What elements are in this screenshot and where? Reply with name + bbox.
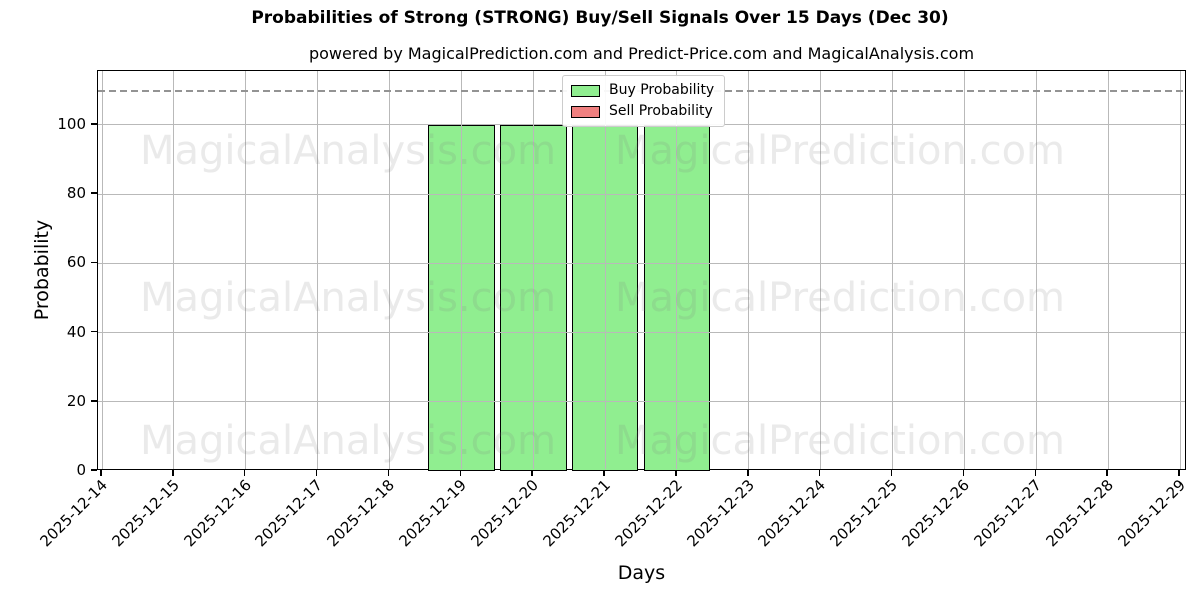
- horizontal-gridline: [98, 193, 1185, 195]
- x-tick-label: 2025-12-26: [898, 476, 974, 551]
- x-tick-mark: [315, 470, 318, 476]
- x-tick-mark: [172, 470, 174, 476]
- chart-subtitle: powered by MagicalPrediction.com and Pre…: [308, 44, 975, 63]
- x-tick-mark: [603, 470, 605, 476]
- x-tick-mark: [387, 470, 390, 476]
- x-tick-mark: [100, 470, 102, 476]
- vertical-gridline: [317, 71, 319, 469]
- legend-item-sell: Sell Probability: [571, 103, 714, 120]
- y-tick-label: 80: [66, 184, 86, 203]
- y-tick-mark: [91, 400, 97, 402]
- x-tick-mark: [1034, 470, 1037, 476]
- y-tick-mark: [91, 261, 97, 264]
- vertical-gridline: [388, 71, 390, 469]
- vertical-gridline: [748, 71, 750, 469]
- chart-title: Probabilities of Strong (STRONG) Buy/Sel…: [251, 8, 949, 28]
- x-tick-label: 2025-12-20: [467, 476, 542, 551]
- vertical-gridline: [1107, 71, 1109, 469]
- vertical-gridline: [101, 71, 103, 469]
- vertical-gridline: [963, 71, 965, 469]
- y-axis-title: Probability: [31, 219, 53, 321]
- x-tick-label: 2025-12-16: [180, 476, 255, 551]
- vertical-gridline: [1179, 71, 1181, 469]
- vertical-gridline: [1035, 71, 1037, 469]
- x-tick-label: 2025-12-24: [755, 476, 830, 551]
- vertical-gridline: [173, 71, 175, 469]
- x-tick-label: 2025-12-19: [395, 476, 471, 551]
- vertical-gridline: [820, 71, 822, 469]
- vertical-gridline: [892, 71, 894, 469]
- legend-label-buy: Buy Probability: [609, 82, 715, 98]
- y-tick-mark: [91, 123, 97, 125]
- y-tick-label: 20: [66, 391, 86, 410]
- x-tick-label: 2025-12-27: [970, 476, 1045, 551]
- x-tick-label: 2025-12-14: [36, 476, 111, 551]
- watermark-right: MagicalPrediction.com: [615, 275, 1065, 321]
- y-tick-mark: [91, 330, 97, 333]
- x-tick-mark: [1106, 470, 1108, 476]
- x-tick-label: 2025-12-29: [1114, 476, 1189, 551]
- y-tick-label: 100: [57, 114, 86, 133]
- vertical-gridline: [532, 71, 534, 469]
- x-tick-label: 2025-12-17: [251, 476, 327, 551]
- x-axis-title: Days: [617, 562, 666, 584]
- x-tick-label: 2025-12-21: [539, 476, 614, 551]
- x-tick-label: 2025-12-22: [611, 476, 686, 551]
- y-tick-mark: [91, 192, 97, 194]
- x-tick-mark: [675, 470, 677, 476]
- watermark-left: MagicalAnalysis.com: [139, 418, 557, 464]
- vertical-gridline: [676, 71, 678, 469]
- horizontal-gridline: [98, 401, 1185, 403]
- x-tick-mark: [459, 470, 462, 476]
- y-tick-label: 0: [76, 461, 86, 479]
- x-tick-mark: [890, 470, 893, 476]
- x-tick-label: 2025-12-15: [108, 476, 183, 551]
- y-tick-mark: [91, 469, 97, 471]
- watermark-left: MagicalAnalysis.com: [139, 128, 557, 174]
- y-tick-label: 40: [66, 322, 86, 341]
- vertical-gridline: [604, 71, 606, 469]
- x-tick-label: 2025-12-18: [323, 476, 399, 551]
- sell-probability-swatch-icon: [571, 105, 600, 118]
- vertical-gridline: [460, 71, 462, 469]
- x-tick-label: 2025-12-28: [1042, 476, 1117, 551]
- y-tick-label: 60: [66, 253, 86, 272]
- watermark-left: MagicalAnalysis.com: [139, 275, 557, 321]
- x-tick-mark: [243, 470, 246, 476]
- plot-area: MagicalAnalysis.com MagicalPrediction.com…: [97, 70, 1186, 471]
- x-tick-mark: [1178, 470, 1180, 476]
- buy-probability-swatch-icon: [571, 84, 600, 97]
- horizontal-gridline: [98, 332, 1185, 334]
- legend-label-sell: Sell Probability: [609, 103, 713, 119]
- x-tick-mark: [747, 470, 749, 476]
- watermark-layer: MagicalAnalysis.com MagicalPrediction.com…: [98, 71, 1185, 469]
- x-tick-mark: [962, 470, 965, 476]
- legend-item-buy: Buy Probability: [571, 82, 714, 99]
- x-tick-label: 2025-12-25: [826, 476, 902, 551]
- watermark-right: MagicalPrediction.com: [615, 128, 1065, 174]
- x-tick-mark: [818, 470, 821, 476]
- x-tick-label: 2025-12-23: [683, 476, 758, 551]
- x-tick-mark: [531, 470, 533, 476]
- vertical-gridline: [245, 71, 247, 469]
- watermark-right: MagicalPrediction.com: [615, 418, 1065, 464]
- legend: Buy Probability Sell Probability: [562, 75, 726, 127]
- horizontal-gridline: [98, 262, 1185, 264]
